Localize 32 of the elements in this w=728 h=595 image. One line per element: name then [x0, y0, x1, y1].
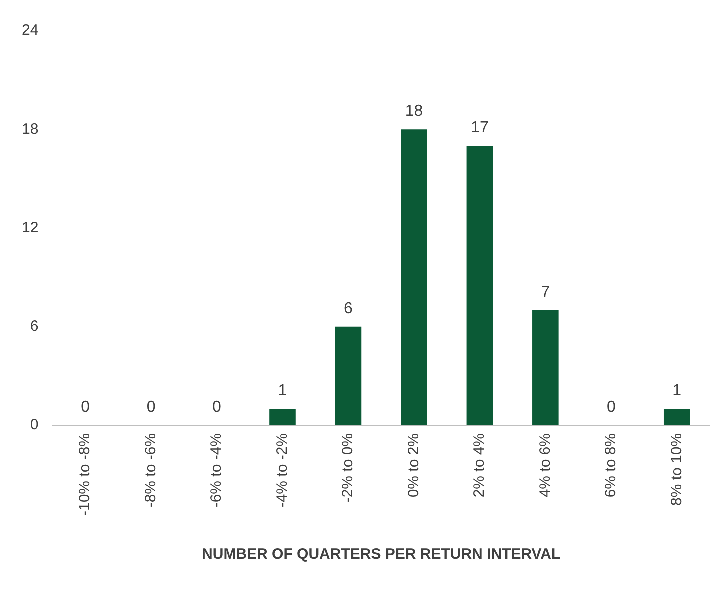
bar	[664, 409, 690, 426]
bar	[270, 409, 296, 426]
x-tick-label: -6% to -4%	[208, 433, 226, 508]
data-label: 1	[672, 382, 682, 400]
bar	[466, 146, 494, 426]
bar	[532, 310, 559, 426]
x-axis-title: NUMBER OF QUARTERS PER RETURN INTERVAL	[202, 546, 561, 564]
y-tick-label: 18	[22, 120, 39, 138]
y-tick-label: 12	[22, 219, 39, 236]
data-label: 17	[471, 119, 489, 136]
data-label: 0	[146, 398, 156, 416]
x-tick-label: 0% to 2%	[405, 433, 422, 498]
x-tick-label: 4% to 6%	[536, 433, 554, 498]
x-tick-label: 8% to 10%	[668, 433, 686, 506]
y-tick-label: 24	[22, 22, 39, 40]
bar	[335, 326, 362, 426]
data-label: 7	[541, 284, 550, 301]
y-tick-label: 0	[30, 416, 39, 434]
x-tick-label: -4% to -2%	[274, 433, 291, 508]
data-label: 6	[344, 300, 354, 318]
y-tick-label: 6	[30, 318, 39, 335]
x-tick-label: -2% to 0%	[340, 433, 357, 503]
x-tick-label: 6% to 8%	[602, 433, 620, 498]
bar	[401, 130, 428, 426]
data-label: 1	[278, 382, 288, 400]
x-tick-label: 2% to 4%	[471, 433, 488, 498]
data-label: 0	[606, 398, 616, 416]
data-label: 18	[405, 103, 424, 120]
data-label: 0	[212, 398, 222, 416]
x-tick-label: -10% to -8%	[76, 433, 94, 516]
x-tick-label: -8% to -6%	[142, 433, 160, 508]
data-label: 0	[81, 398, 90, 416]
